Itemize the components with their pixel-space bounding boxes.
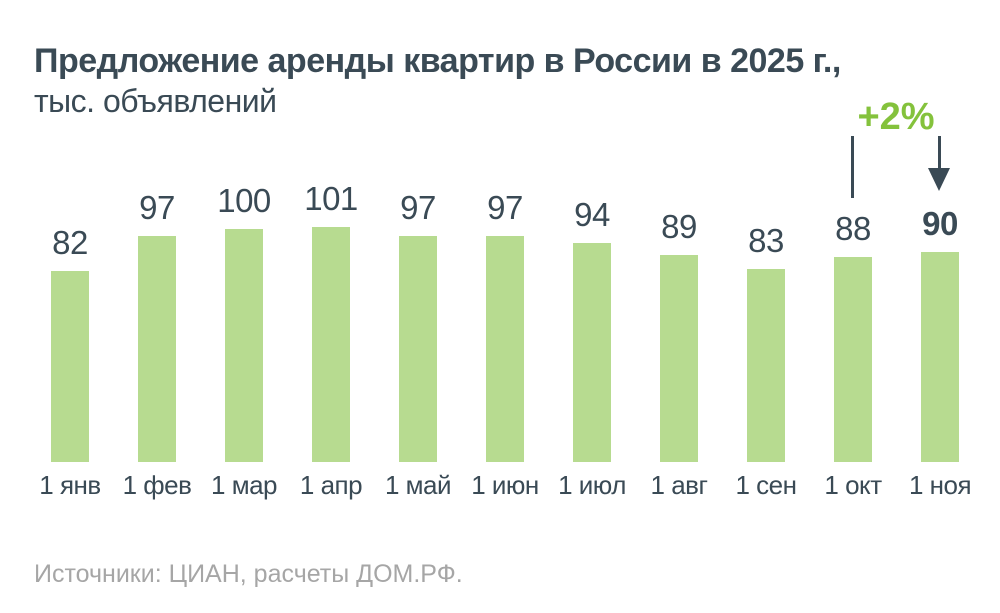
bar [312,227,350,462]
bar [573,243,611,462]
bar [486,236,524,462]
bar-value-label: 94 [574,196,610,233]
x-axis-label: 1 июл [558,470,626,500]
x-axis-label: 1 сен [735,470,797,500]
chart-subtitle: тыс. объявлений [34,83,277,119]
x-axis-label: 1 окт [824,470,882,500]
bar-value-label: 88 [835,210,871,247]
down-arrow-head-icon [928,168,950,191]
bar [921,252,959,462]
x-axis-label: 1 янв [39,470,101,500]
source-note: Источники: ЦИАН, расчеты ДОМ.РФ. [34,560,463,588]
annotation-percent-label: +2% [857,96,935,138]
bar-value-label: 100 [217,182,271,219]
bar [747,269,785,462]
bar [399,236,437,462]
bar-value-label: 97 [139,189,175,226]
bar-value-label: 83 [748,222,784,259]
annotation-vertical-line [851,136,854,198]
x-axis-label: 1 июн [471,470,539,500]
x-axis-label: 1 ноя [908,470,972,500]
bar [225,229,263,462]
bar-value-label: 97 [487,189,523,226]
bar [51,271,89,462]
bar-value-label: 101 [304,180,358,217]
bar-value-label: 82 [52,224,88,261]
bar [138,236,176,462]
chart-title: Предложение аренды квартир в России в 20… [34,42,841,80]
x-axis-label: 1 авг [650,470,708,500]
bar-value-label: 90 [922,205,958,242]
x-axis-label: 1 мар [211,470,277,500]
bar [660,255,698,462]
bar-value-label: 89 [661,208,697,245]
x-axis-label: 1 май [384,470,452,500]
x-axis-label: 1 апр [299,470,363,500]
down-arrow-icon [938,136,941,172]
x-axis-label: 1 фев [122,470,192,500]
bar-value-label: 97 [400,189,436,226]
bar [834,257,872,462]
